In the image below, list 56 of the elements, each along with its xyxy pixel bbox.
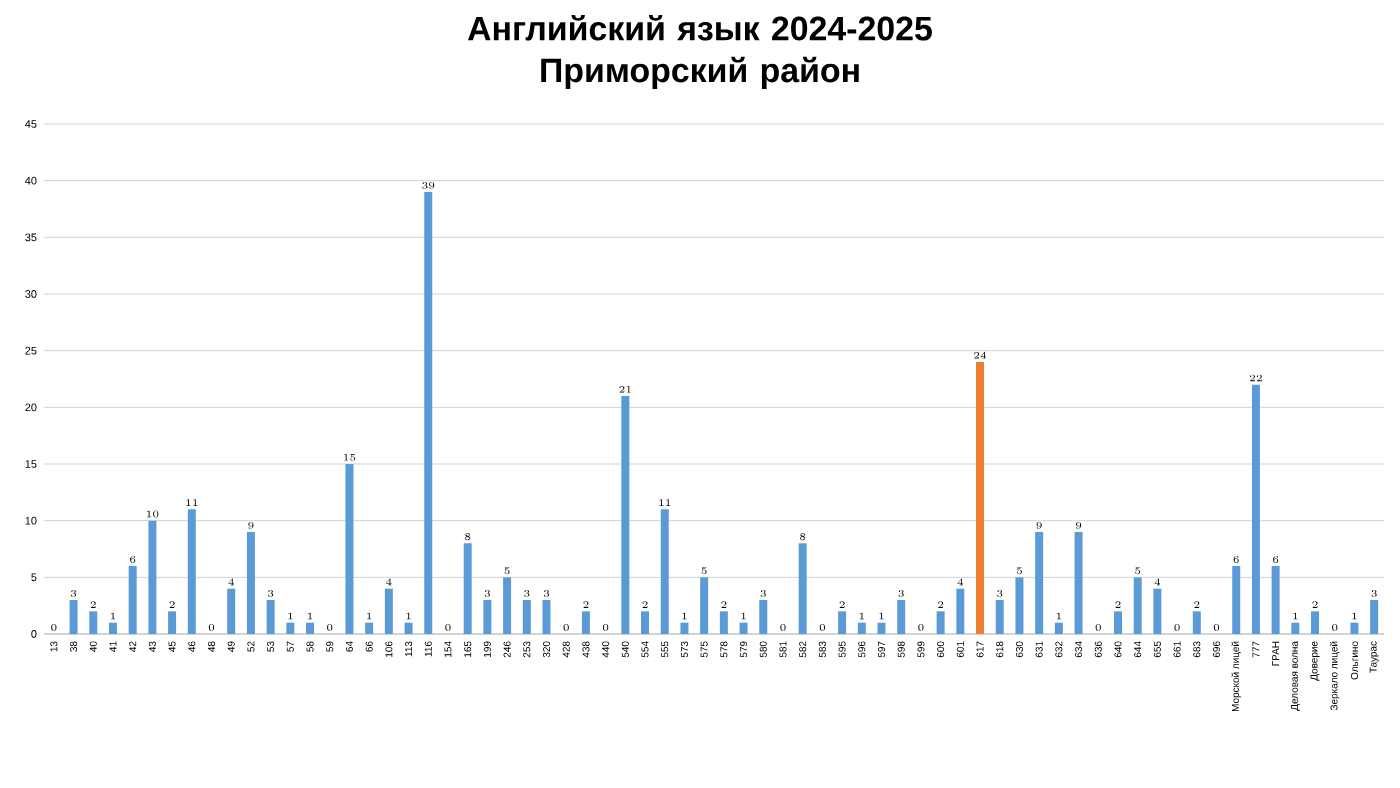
bar [266,600,275,634]
bar [365,622,374,634]
bar [69,600,78,634]
bar [1232,566,1241,634]
bar [1370,600,1379,634]
bar [246,532,255,634]
bar [503,577,512,634]
bar [1350,622,1359,634]
bar [700,577,709,634]
bar [128,566,137,634]
bar [581,611,590,634]
bar [680,622,689,634]
bar [89,611,98,634]
bar [306,622,315,634]
bar [660,509,669,634]
bar [956,588,965,634]
bar [168,611,177,634]
bar [976,362,985,634]
bar [1015,577,1024,634]
bar [345,464,354,634]
bar [1192,611,1201,634]
bar [1054,622,1063,634]
bar [798,543,807,634]
bar [739,622,748,634]
bar [1074,532,1083,634]
bar [995,600,1004,634]
bar [227,588,236,634]
bar [897,600,906,634]
bar [1271,566,1280,634]
bar [641,611,650,634]
bar [1133,577,1142,634]
bar [187,509,196,634]
bar [1035,532,1044,634]
bar [857,622,866,634]
bar [542,600,551,634]
bar [108,622,117,634]
bar [719,611,728,634]
bar [1311,611,1320,634]
bar [384,588,393,634]
bar [522,600,531,634]
chart-title: Английский язык 2024-2025 Приморский район [467,15,932,90]
bar [404,622,413,634]
bar [463,543,472,634]
bar [759,600,768,634]
bar [424,192,433,634]
bar [1113,611,1122,634]
bar [877,622,886,634]
bar [286,622,295,634]
bar [1251,384,1260,634]
bar [483,600,492,634]
bar [148,520,157,634]
bar [936,611,945,634]
bar [621,396,630,634]
bar [1291,622,1300,634]
bar [1153,588,1162,634]
bar [838,611,847,634]
